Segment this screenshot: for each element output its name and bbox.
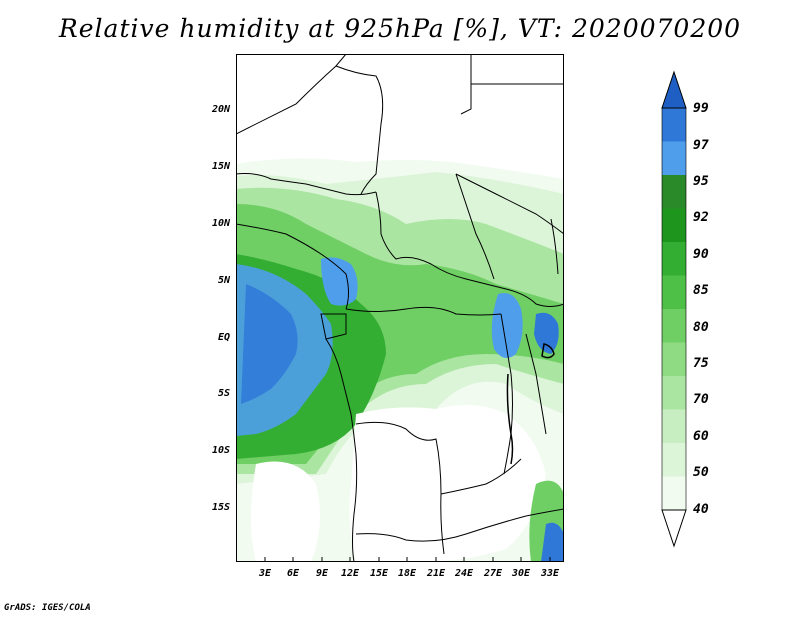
lat-label-10n: 10N xyxy=(211,218,230,229)
colorbar xyxy=(661,70,687,548)
lat-label-20n: 20N xyxy=(211,104,230,115)
lon-label-18e: 18E xyxy=(397,568,417,579)
colorbar-segment xyxy=(662,409,686,443)
lon-label-30e: 30E xyxy=(511,568,531,579)
colorbar-top-arrow xyxy=(661,70,687,109)
lon-label-21e: 21E xyxy=(426,568,446,579)
lon-label-33e: 33E xyxy=(540,568,560,579)
lon-label-24e: 24E xyxy=(454,568,474,579)
lat-label-eq: EQ xyxy=(217,332,230,343)
colorbar-segment xyxy=(662,376,686,410)
colorbar-label-97: 97 xyxy=(693,138,709,153)
lat-label-10s: 10S xyxy=(211,445,230,456)
colorbar-segments xyxy=(661,107,687,511)
country-borders xyxy=(236,54,564,562)
colorbar-bottom-arrow xyxy=(661,509,687,548)
colorbar-label-99: 99 xyxy=(693,101,709,116)
colorbar-label-95: 95 xyxy=(693,174,709,189)
colorbar-label-40: 40 xyxy=(693,502,709,517)
colorbar-label-50: 50 xyxy=(693,465,709,480)
colorbar-label-70: 70 xyxy=(693,392,709,407)
colorbar-label-60: 60 xyxy=(693,429,709,444)
lakes xyxy=(506,343,555,465)
colorbar-label-80: 80 xyxy=(693,320,709,335)
colorbar-segment xyxy=(662,175,686,209)
lat-label-15n: 15N xyxy=(211,161,230,172)
humidity-map xyxy=(236,54,564,562)
colorbar-label-85: 85 xyxy=(693,283,709,298)
lon-label-15e: 15E xyxy=(369,568,389,579)
lat-label-5n: 5N xyxy=(217,275,230,286)
colorbar-segment xyxy=(662,476,686,510)
colorbar-label-90: 90 xyxy=(693,247,709,262)
map-title: Relative humidity at 925hPa [%], VT: 202… xyxy=(58,14,742,43)
colorbar-segment xyxy=(662,342,686,376)
lon-label-6e: 6E xyxy=(286,568,300,579)
lat-label-15s: 15S xyxy=(211,502,230,513)
lon-label-9e: 9E xyxy=(315,568,329,579)
colorbar-segment xyxy=(662,309,686,343)
credit-text: GrADS: IGES/COLA xyxy=(4,603,91,613)
colorbar-label-75: 75 xyxy=(693,356,709,371)
lon-label-27e: 27E xyxy=(483,568,503,579)
colorbar-label-92: 92 xyxy=(693,210,709,225)
lon-ticks xyxy=(264,557,551,562)
colorbar-segment xyxy=(662,242,686,276)
humidity-field xyxy=(236,158,564,562)
colorbar-segment xyxy=(662,443,686,477)
lon-label-12e: 12E xyxy=(340,568,360,579)
lat-label-5s: 5S xyxy=(217,388,230,399)
colorbar-segment xyxy=(662,208,686,242)
colorbar-segment xyxy=(662,275,686,309)
colorbar-segment xyxy=(662,108,686,142)
colorbar-segment xyxy=(662,141,686,175)
lon-label-3e: 3E xyxy=(258,568,272,579)
